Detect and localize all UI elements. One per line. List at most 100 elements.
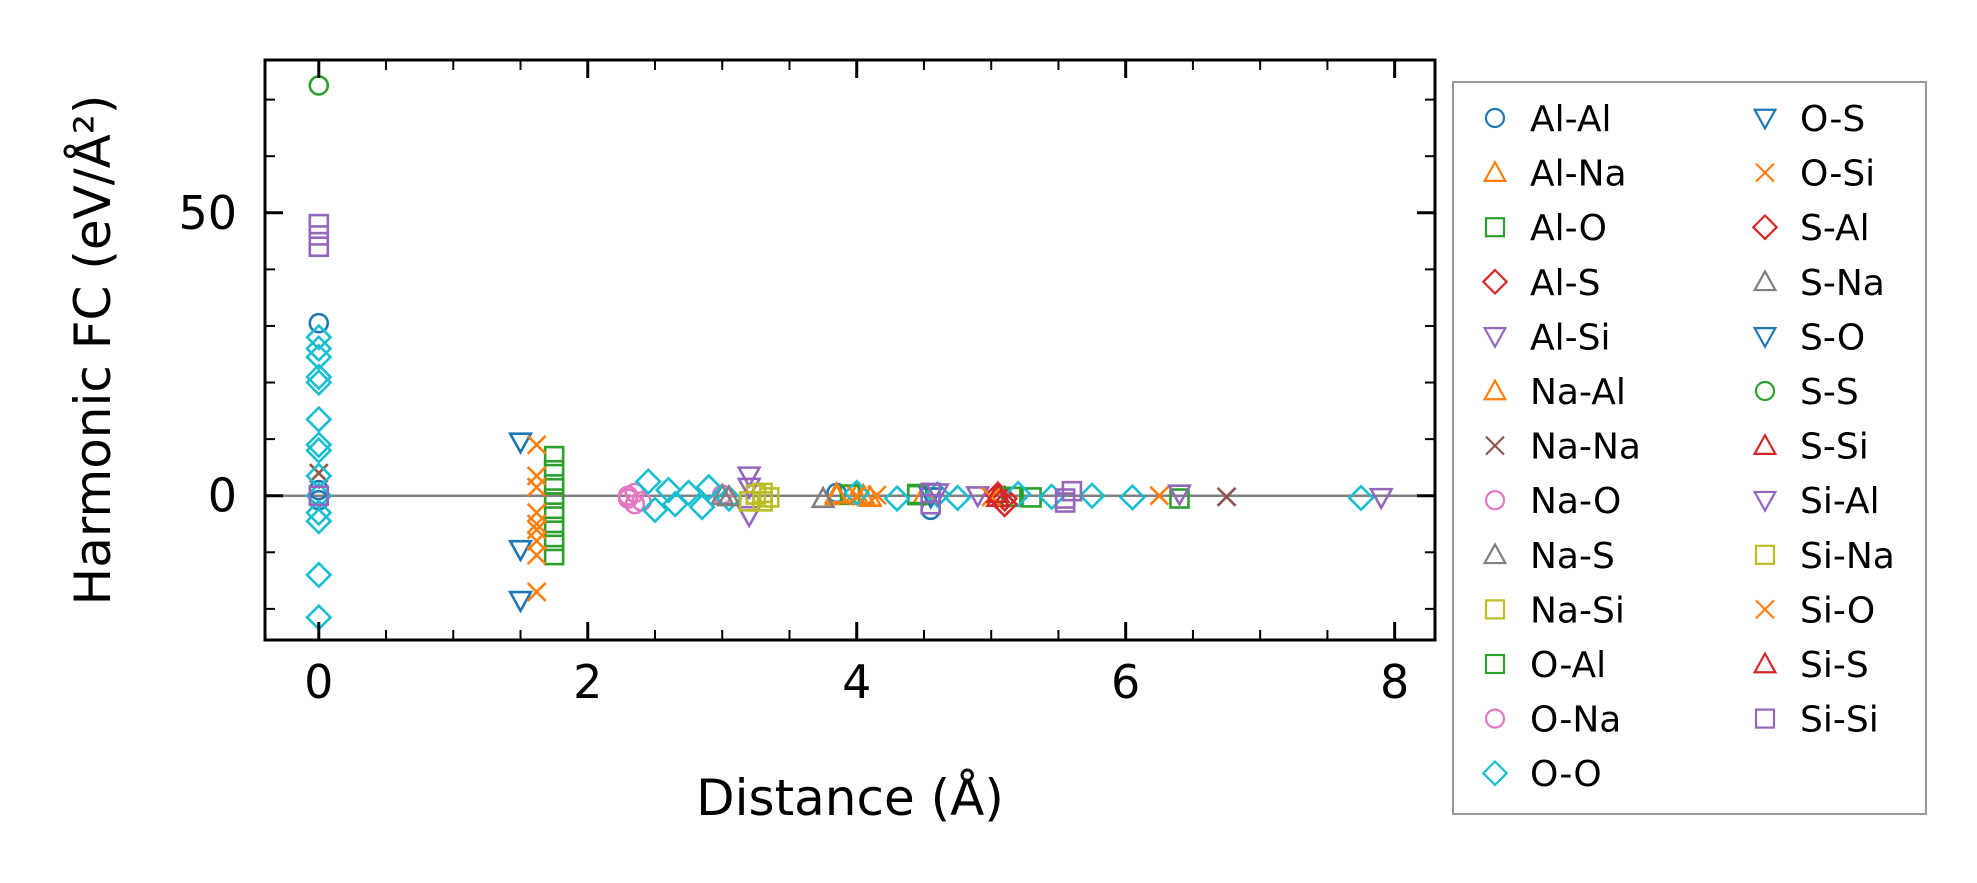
data-point [624, 493, 646, 515]
legend-label: Si-O [1800, 590, 1875, 631]
data-point [526, 477, 547, 498]
data-point [736, 466, 762, 489]
data-point [305, 436, 333, 464]
data-point [641, 496, 669, 524]
legend-label: Al-O [1530, 208, 1607, 249]
data-point [991, 484, 1019, 513]
legend-marker [1485, 435, 1505, 456]
data-point [715, 484, 743, 513]
legend-label: Na-Si [1530, 590, 1625, 631]
data-point [944, 484, 972, 512]
legend-label: Si-S [1800, 645, 1869, 686]
data-point [305, 507, 333, 535]
x-axis-label: Distance (Å) [696, 769, 1004, 827]
data-point [1347, 484, 1375, 512]
data-point [1368, 487, 1394, 511]
legend-label: Na-O [1530, 481, 1621, 522]
legend-marker [1754, 708, 1776, 729]
data-point [985, 480, 1011, 504]
data-point [308, 236, 330, 258]
data-point [507, 590, 534, 614]
legend-marker [1752, 269, 1778, 292]
legend-marker [1484, 490, 1506, 511]
data-point [823, 480, 850, 504]
plot-frame [263, 58, 1437, 642]
legend-marker [1754, 380, 1776, 402]
data-point [675, 479, 703, 507]
data-point [759, 487, 780, 508]
data-point [543, 544, 565, 566]
data-point [846, 485, 867, 506]
data-point [1054, 492, 1076, 513]
legend-label: Na-Na [1530, 427, 1641, 468]
data-point [308, 312, 330, 334]
legend-marker [1755, 162, 1775, 183]
y-axis-label: Harmonic FC (eV/Å²) [64, 95, 122, 606]
data-point [305, 431, 333, 459]
data-point [305, 363, 333, 391]
legend-label: Si-Si [1800, 700, 1879, 741]
legend-marker [1484, 107, 1506, 129]
legend-marker [1484, 653, 1506, 675]
data-point [526, 545, 547, 566]
legend-marker [1751, 213, 1779, 241]
legend-label: O-O [1530, 754, 1602, 795]
data-point [752, 482, 773, 504]
data-point [543, 530, 565, 552]
legend-marker [1752, 490, 1778, 513]
data-point [305, 335, 333, 363]
legend-marker [1752, 651, 1778, 674]
legend-marker [1754, 544, 1776, 565]
data-point [654, 476, 682, 504]
legend-marker [1755, 599, 1775, 620]
data-point [866, 485, 887, 506]
y-tick-label: 50 [178, 186, 237, 240]
legend-label: O-Si [1800, 154, 1875, 195]
legend-label: O-S [1800, 99, 1865, 140]
legend-label: S-Al [1800, 208, 1870, 249]
legend-marker [1484, 217, 1506, 238]
data-point [1166, 484, 1193, 508]
data-point [965, 486, 991, 509]
data-point [810, 485, 836, 509]
data-point [308, 225, 330, 246]
y-tick-label: 0 [208, 469, 237, 523]
data-point [1169, 488, 1190, 509]
legend: Al-Al Al-Na Al-O Al-S Al-Si Na-Al Na-Na Na-O Na-… [1481, 99, 1895, 795]
legend-label: Al-S [1530, 263, 1600, 304]
legend-marker [1484, 599, 1506, 620]
data-point [883, 484, 911, 513]
axis-ticks [265, 60, 1435, 640]
data-point [543, 502, 565, 523]
tick-labels: 0 2 4 6 8 0 50 [178, 186, 1409, 709]
legend-marker [1752, 327, 1778, 350]
x-tick-label: 8 [1380, 655, 1409, 709]
x-tick-label: 6 [1111, 655, 1140, 709]
legend-label: Si-Al [1800, 481, 1880, 522]
data-point [543, 488, 565, 509]
data-point [543, 459, 565, 481]
data-point [305, 368, 333, 397]
data-point [736, 505, 762, 529]
data-point [991, 490, 1019, 518]
legend-frame [1452, 81, 1927, 815]
data-point [305, 343, 333, 371]
data-point [305, 405, 333, 433]
data-point [1118, 483, 1146, 511]
data-point [716, 483, 742, 507]
legend-marker [1482, 378, 1508, 401]
legend-marker [1482, 159, 1508, 182]
data-point [1216, 486, 1237, 507]
data-point [1149, 485, 1170, 506]
data-points [305, 75, 1394, 631]
data-point [305, 499, 333, 527]
data-point [526, 434, 547, 455]
data-point [308, 485, 330, 507]
data-point [507, 432, 534, 455]
data-point [920, 493, 941, 515]
data-point [1004, 480, 1032, 508]
x-tick-label: 0 [304, 655, 333, 709]
data-point [308, 463, 329, 483]
data-point [305, 323, 333, 351]
legend-marker [1481, 268, 1509, 296]
